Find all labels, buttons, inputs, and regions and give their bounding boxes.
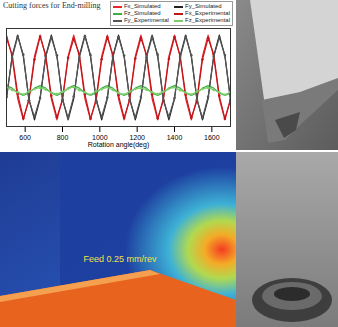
svg-text:Rotation angle(deg): Rotation angle(deg) [88,141,150,149]
html-text:Fx_Simulated: Fx_Simulated [123,3,161,9]
svg-text:1600: 1600 [204,134,220,141]
svg-text:1400: 1400 [167,134,183,141]
svg-text:Feed 0.25 mm/rev: Feed 0.25 mm/rev [83,254,157,264]
html-text:Fx_Experimental: Fx_Experimental [185,10,230,16]
html-text:Cutting forces for End-milling: Cutting forces for End-milling [3,1,101,10]
svg-text:600: 600 [19,134,31,141]
html-text:Fy_Simulated: Fy_Simulated [185,3,222,9]
html-text:Fz_Simulated: Fz_Simulated [123,10,161,16]
svg-text:1000: 1000 [92,134,108,142]
svg-text:1200: 1200 [129,134,145,142]
html-text:Fy_Experimental: Fy_Experimental [123,17,169,23]
svg-text:800: 800 [57,134,69,141]
html-text:Fz_Experimental: Fz_Experimental [185,17,230,23]
